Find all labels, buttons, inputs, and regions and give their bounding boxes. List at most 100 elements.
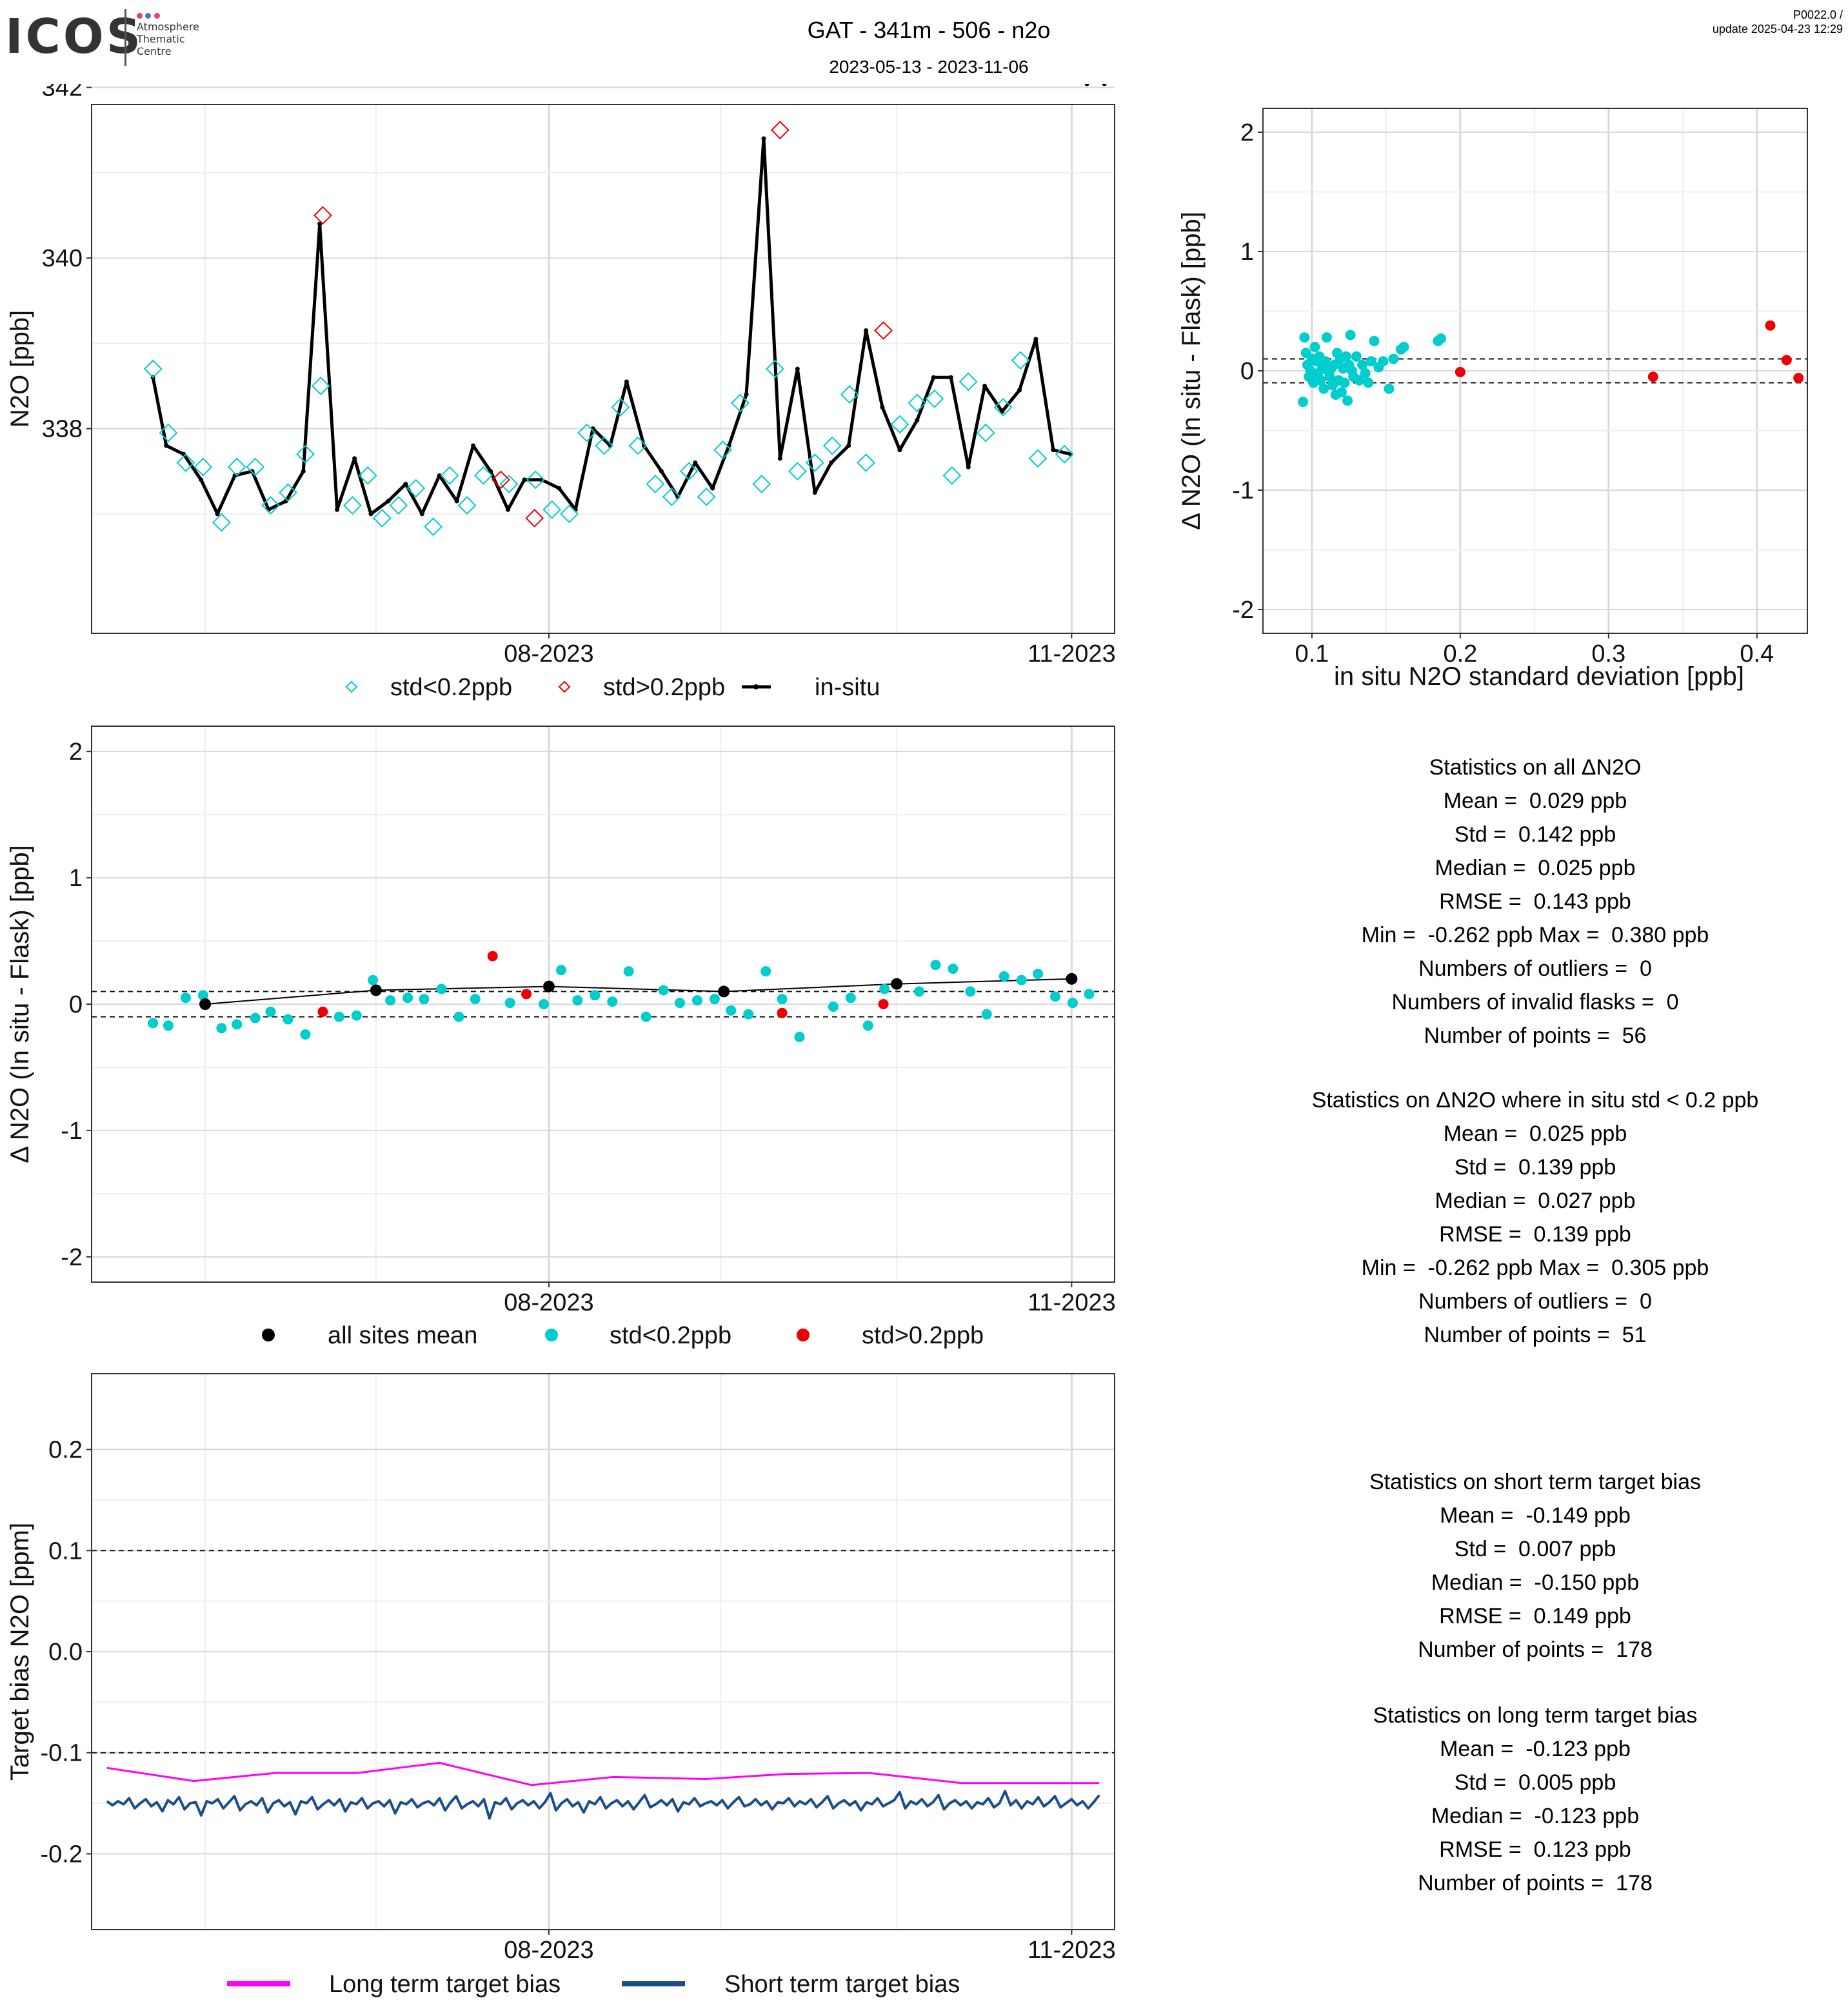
y-tick-label: -1 (1232, 477, 1254, 504)
insitu-point (1084, 84, 1089, 86)
delta-point-ok (590, 990, 601, 1001)
stats-line: RMSE = 0.123 ppb (1439, 1837, 1631, 1862)
y-tick-label: 0 (69, 991, 83, 1018)
delta-point-ok (470, 994, 481, 1005)
y-tick-label: 0.1 (48, 1537, 83, 1565)
stats-line: Min = -0.262 ppb Max = 0.305 ppb (1361, 1256, 1709, 1280)
stats-short-title: Statistics on short term target bias (1369, 1470, 1701, 1494)
scatter-point-ok (1298, 397, 1309, 408)
x-tick-label: 11-2023 (1028, 1937, 1116, 1964)
delta-point-ok (709, 994, 720, 1005)
stats-line: Numbers of outliers = 0 (1418, 1289, 1652, 1314)
delta-point-ok (607, 996, 618, 1007)
flask-high-diamond (491, 470, 510, 489)
stats-line: Std = 0.007 ppb (1454, 1537, 1616, 1561)
y-tick-label: 1 (1240, 239, 1254, 266)
flask-ok-diamond (731, 393, 750, 413)
delta-point-ok (539, 999, 550, 1009)
flask-ok-diamond (662, 487, 681, 506)
std-vs-delta-scatter-chart: -2 -1 0 1 2 0.1 0.2 0.3 0.4in situ N2O standard … (1177, 108, 1808, 691)
version-info: P0022.0 / update 2025-04-23 12:29 (1585, 8, 1843, 36)
stats-line: Mean = 0.029 ppb (1443, 789, 1627, 813)
delta-point-ok (1067, 998, 1078, 1009)
flask-ok-diamond (840, 385, 859, 404)
flask-ok-diamond (457, 496, 477, 515)
all-sites-mean-point (891, 978, 903, 990)
x-tick-label: 0.4 (1740, 640, 1774, 667)
flask-ok-diamond (925, 389, 944, 408)
y-axis-label: N2O [ppb] (6, 310, 34, 428)
x-tick-label: 08-2023 (504, 640, 593, 667)
flask-ok-diamond (526, 470, 545, 489)
stats-std-block: Statistics on ΔN2O where in situ std < 0… (1245, 1083, 1825, 1352)
insitu-point (1017, 388, 1022, 393)
insitu-point (199, 477, 204, 482)
flask-high-diamond (770, 121, 790, 140)
delta-point-ok (402, 993, 413, 1004)
delta-point-ok (216, 1023, 227, 1034)
insitu-point (1033, 337, 1038, 342)
insitu-point (897, 448, 902, 453)
stats-std-title: Statistics on ΔN2O where in situ std < 0… (1311, 1088, 1759, 1112)
all-sites-mean-point (718, 985, 730, 998)
stats-line: Min = -0.262 ppb Max = 0.380 ppb (1361, 923, 1709, 947)
flask-ok-diamond (679, 462, 699, 481)
all-sites-mean-point (542, 980, 555, 993)
flask-ok-diamond (311, 377, 330, 395)
flask-ok-diamond (227, 457, 246, 477)
legend-label: in-situ (815, 674, 880, 701)
scatter-point-ok (1299, 332, 1310, 343)
scatter-point-ok (1300, 348, 1311, 359)
plot-border (91, 726, 1115, 1283)
logo-subtitle: Atmosphere Thematic Centre (137, 21, 199, 57)
insitu-point (164, 443, 169, 448)
flask-ok-diamond (1055, 444, 1074, 464)
x-tick-label: 0.3 (1591, 640, 1625, 667)
flask-ok-diamond (279, 483, 297, 502)
stats-line: Std = 0.142 ppb (1454, 822, 1616, 847)
y-tick-label: -0.1 (41, 1740, 83, 1767)
delta-point-ok (504, 998, 515, 1009)
stats-line: Median = -0.123 ppb (1431, 1804, 1640, 1828)
stats-line: Numbers of outliers = 0 (1418, 956, 1652, 981)
legend-label: std>0.2ppb (862, 1322, 984, 1349)
page-title: GAT - 341m - 506 - n2o (807, 17, 1051, 43)
delta-point-high (878, 999, 889, 1009)
insitu-point (864, 328, 869, 333)
scatter-point-ok (1384, 383, 1395, 394)
flask-ok-diamond (389, 496, 408, 515)
n2o-timeseries-chart: 338 340 342 08-2023 11-2023 N2O [ppb] std<0.2p… (6, 84, 1116, 701)
legend-label: Long term target bias (329, 1971, 561, 1998)
insitu-point (846, 443, 851, 448)
y-tick-label: 2 (69, 738, 83, 766)
logo-sub-line: Atmosphere (137, 21, 199, 33)
insitu-point (335, 507, 340, 512)
flask-ok-diamond (595, 436, 614, 455)
flask-ok-diamond (358, 466, 377, 485)
insitu-point (557, 486, 562, 491)
x-tick-label: 08-2023 (504, 1937, 593, 1964)
flask-ok-diamond (993, 398, 1013, 417)
logo-dots (137, 10, 160, 22)
stats-line: Mean = -0.149 ppb (1440, 1503, 1631, 1528)
y-axis-label: Target bias N2O [ppm] (6, 1523, 34, 1781)
delta-point-ok (623, 966, 634, 977)
flask-ok-diamond (1028, 449, 1048, 468)
stats-line: Median = 0.025 ppb (1435, 856, 1636, 880)
flask-ok-diamond (822, 436, 842, 455)
flask-ok-diamond (542, 500, 562, 519)
delta-point-high (521, 989, 532, 1000)
delta-point-ok (1050, 991, 1061, 1002)
y-tick-label: -2 (1232, 597, 1254, 624)
flask-ok-diamond (890, 415, 909, 434)
y-axis-label: Δ N2O (In situ - Flask) [ppb] (6, 845, 34, 1163)
all-sites-mean-line (204, 978, 1072, 1005)
y-tick-label: 1 (69, 865, 83, 892)
flask-ok-diamond (440, 466, 459, 485)
insitu-point (250, 469, 255, 474)
insitu-point (522, 477, 527, 482)
x-tick-label: 11-2023 (1028, 1289, 1116, 1316)
scatter-point-ok (1363, 377, 1374, 388)
page-subtitle: 2023-05-13 - 2023-11-06 (829, 57, 1029, 77)
insitu-point (710, 486, 715, 491)
